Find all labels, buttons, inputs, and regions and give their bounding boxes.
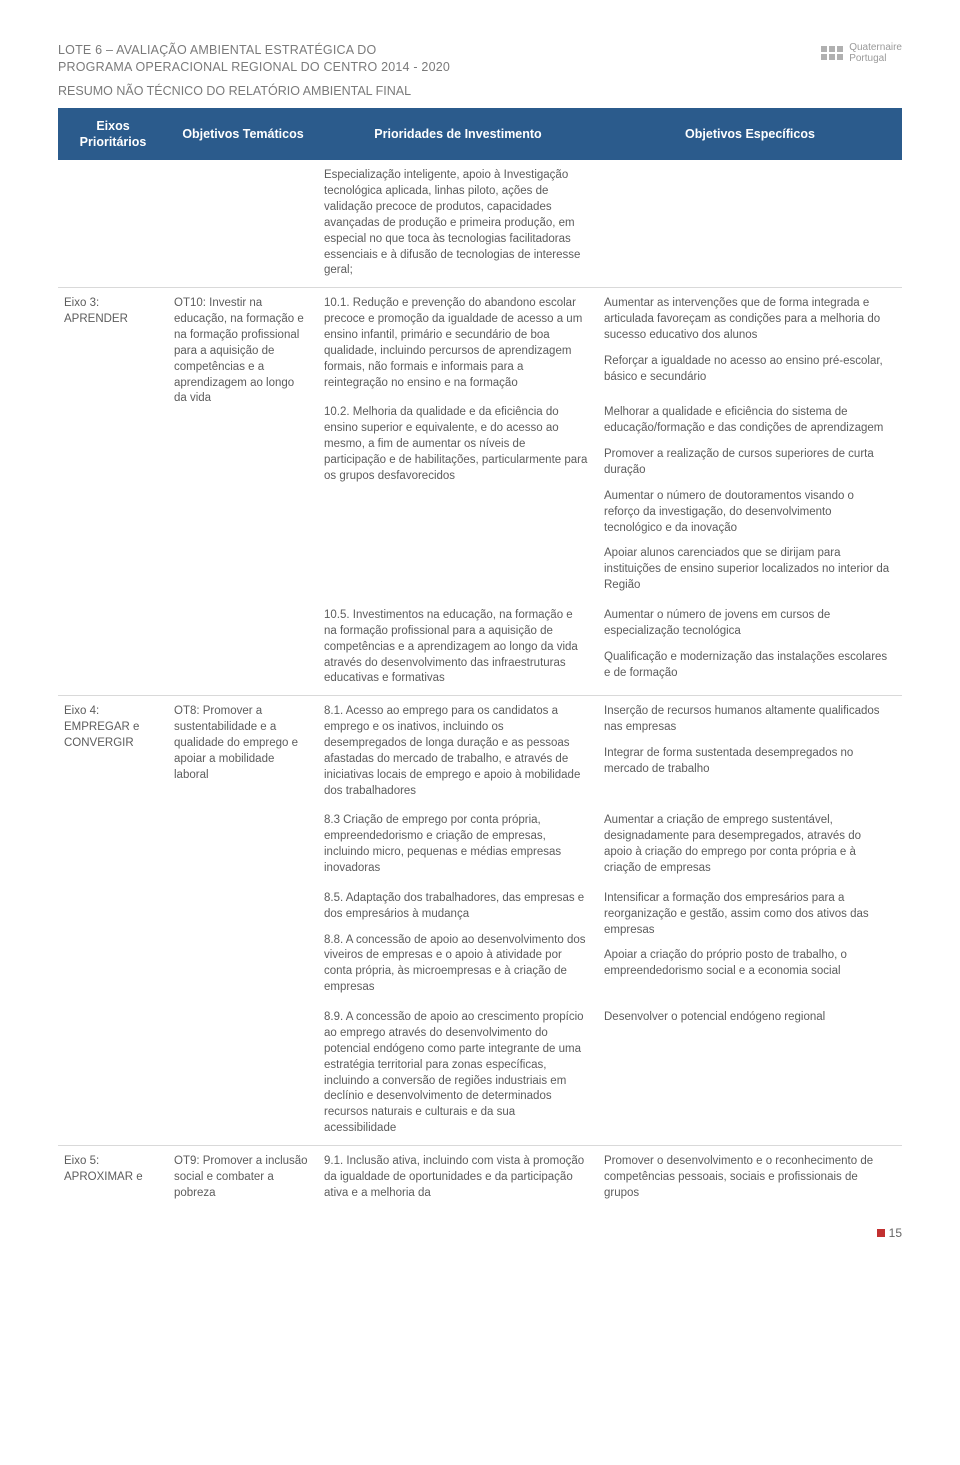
text-obj: Integrar de forma sustentada desempregad… xyxy=(604,746,892,778)
header-title-1: LOTE 6 – AVALIAÇÃO AMBIENTAL ESTRATÉGICA… xyxy=(58,42,821,59)
cell-prioridade: 9.1. Inclusão ativa, incluindo com vista… xyxy=(318,1145,598,1209)
cell-prioridade: 8.9. A concessão de apoio ao crescimento… xyxy=(318,1002,598,1145)
text-p88: 8.8. A concessão de apoio ao desenvolvim… xyxy=(324,933,588,996)
cell-obj: Inserção de recursos humanos altamente q… xyxy=(598,696,902,806)
page-footer: 15 xyxy=(58,1226,902,1240)
table-row: Especialização inteligente, apoio à Inve… xyxy=(58,160,902,288)
cell-prioridade: 8.3 Criação de emprego por conta própria… xyxy=(318,805,598,882)
table-row: Eixo 4: EMPREGAR e CONVERGIR OT8: Promov… xyxy=(58,696,902,806)
header-subtitle: RESUMO NÃO TÉCNICO DO RELATÓRIO AMBIENTA… xyxy=(58,84,821,98)
brand-logo: Quaternaire Portugal xyxy=(821,42,902,64)
cell-eixo-3: Eixo 3: APRENDER xyxy=(58,288,168,696)
cell-prioridade: 8.5. Adaptação dos trabalhadores, das em… xyxy=(318,883,598,1002)
cell-eixo-5: Eixo 5: APROXIMAR e xyxy=(58,1145,168,1209)
th-objetivos-tematicos: Objetivos Temáticos xyxy=(168,108,318,161)
cell-ot9: OT9: Promover a inclusão social e combat… xyxy=(168,1145,318,1209)
text-obj: Apoiar a criação do próprio posto de tra… xyxy=(604,948,892,980)
th-eixos: Eixos Prioritários xyxy=(58,108,168,161)
logo-text-1: Quaternaire xyxy=(849,42,902,53)
text-obj: Intensificar a formação dos empresários … xyxy=(604,891,892,939)
text-obj: Inserção de recursos humanos altamente q… xyxy=(604,704,892,736)
text-obj: Aumentar o número de doutoramentos visan… xyxy=(604,489,892,537)
cell-obj: Desenvolver o potencial endógeno regiona… xyxy=(598,1002,902,1145)
text-p85: 8.5. Adaptação dos trabalhadores, das em… xyxy=(324,891,588,923)
cell-prioridade: 10.5. Investimentos na educação, na form… xyxy=(318,600,598,696)
table-header-row: Eixos Prioritários Objetivos Temáticos P… xyxy=(58,108,902,161)
header-title-2: PROGRAMA OPERACIONAL REGIONAL DO CENTRO … xyxy=(58,59,821,76)
doc-header: LOTE 6 – AVALIAÇÃO AMBIENTAL ESTRATÉGICA… xyxy=(58,42,902,98)
text-obj: Desenvolver o potencial endógeno regiona… xyxy=(604,1010,892,1026)
cell-obj: Aumentar as intervenções que de forma in… xyxy=(598,288,902,398)
text-p101: 10.1. Redução e prevenção do abandono es… xyxy=(324,296,588,391)
text-p105: 10.5. Investimentos na educação, na form… xyxy=(324,608,588,687)
cell-obj: Intensificar a formação dos empresários … xyxy=(598,883,902,1002)
cell-ot8: OT8: Promover a sustentabilidade e a qua… xyxy=(168,696,318,1146)
text-obj: Reforçar a igualdade no acesso ao ensino… xyxy=(604,354,892,386)
cell-eixo-4: Eixo 4: EMPREGAR e CONVERGIR xyxy=(58,696,168,1146)
cell-ot10: OT10: Investir na educação, na formação … xyxy=(168,288,318,696)
cell-obj: Melhorar a qualidade e eficiência do sis… xyxy=(598,397,902,600)
text-obj: Aumentar as intervenções que de forma in… xyxy=(604,296,892,344)
cell-prioridade: 8.1. Acesso ao emprego para os candidato… xyxy=(318,696,598,806)
text-p83: 8.3 Criação de emprego por conta própria… xyxy=(324,813,588,876)
cell-prioridade: 10.2. Melhoria da qualidade e da eficiên… xyxy=(318,397,598,600)
table-row: Eixo 5: APROXIMAR e OT9: Promover a incl… xyxy=(58,1145,902,1209)
text-obj: Melhorar a qualidade e eficiência do sis… xyxy=(604,405,892,437)
page-number: 15 xyxy=(889,1226,902,1240)
text-p89: 8.9. A concessão de apoio ao crescimento… xyxy=(324,1010,588,1137)
footer-square-icon xyxy=(877,1229,885,1237)
th-objetivos-especificos: Objetivos Específicos xyxy=(598,108,902,161)
text-p102: 10.2. Melhoria da qualidade e da eficiên… xyxy=(324,405,588,484)
cell-obj: Aumentar o número de jovens em cursos de… xyxy=(598,600,902,696)
logo-dots-icon xyxy=(821,46,843,60)
cell-prioridade: 10.1. Redução e prevenção do abandono es… xyxy=(318,288,598,398)
main-table: Eixos Prioritários Objetivos Temáticos P… xyxy=(58,108,902,1210)
text-obj: Qualificação e modernização das instalaç… xyxy=(604,650,892,682)
text-obj: Aumentar a criação de emprego sustentáve… xyxy=(604,813,892,876)
cell-prioridade: Especialização inteligente, apoio à Inve… xyxy=(318,160,598,288)
text-obj: Apoiar alunos carenciados que se dirijam… xyxy=(604,546,892,594)
text-obj: Aumentar o número de jovens em cursos de… xyxy=(604,608,892,640)
table-row: Eixo 3: APRENDER OT10: Investir na educa… xyxy=(58,288,902,398)
text-p81: 8.1. Acesso ao emprego para os candidato… xyxy=(324,704,588,799)
logo-text-2: Portugal xyxy=(849,53,902,64)
text-obj: Promover a realização de cursos superior… xyxy=(604,447,892,479)
th-prioridades: Prioridades de Investimento xyxy=(318,108,598,161)
cell-obj: Aumentar a criação de emprego sustentáve… xyxy=(598,805,902,882)
cell-obj: Promover o desenvolvimento e o reconheci… xyxy=(598,1145,902,1209)
